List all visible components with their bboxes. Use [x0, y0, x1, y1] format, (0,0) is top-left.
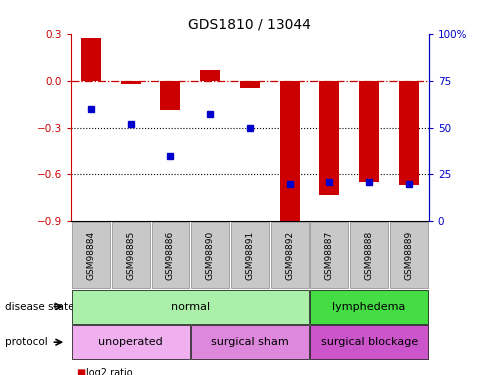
Text: GSM98892: GSM98892	[285, 230, 294, 280]
Text: log2 ratio: log2 ratio	[86, 368, 132, 375]
Text: GSM98885: GSM98885	[126, 230, 135, 280]
Text: surgical sham: surgical sham	[211, 337, 289, 347]
Title: GDS1810 / 13044: GDS1810 / 13044	[189, 17, 311, 31]
Text: lymphedema: lymphedema	[332, 302, 406, 312]
Bar	[399, 81, 419, 185]
Text: GSM98888: GSM98888	[365, 230, 374, 280]
Text: surgical blockage: surgical blockage	[320, 337, 418, 347]
Text: disease state: disease state	[5, 302, 74, 312]
Bar	[121, 81, 141, 84]
Bar	[240, 81, 260, 88]
Text: GSM98884: GSM98884	[86, 230, 96, 280]
Text: GSM98890: GSM98890	[206, 230, 215, 280]
Text: GSM98891: GSM98891	[245, 230, 254, 280]
Bar	[359, 81, 379, 182]
Text: GSM98886: GSM98886	[166, 230, 175, 280]
Bar	[200, 70, 220, 81]
Text: GSM98887: GSM98887	[325, 230, 334, 280]
Bar	[81, 39, 101, 81]
Text: ■: ■	[76, 368, 85, 375]
Text: normal: normal	[171, 302, 210, 312]
Bar	[280, 81, 299, 226]
Text: GSM98889: GSM98889	[404, 230, 414, 280]
Text: protocol: protocol	[5, 337, 48, 347]
Text: unoperated: unoperated	[98, 337, 163, 347]
Bar	[160, 81, 180, 110]
Bar	[319, 81, 339, 195]
